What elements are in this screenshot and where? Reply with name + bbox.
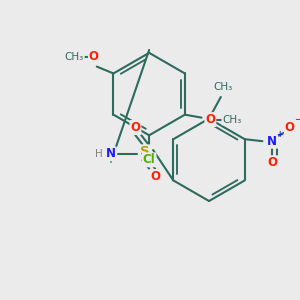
Text: H: H (95, 149, 103, 159)
Text: O: O (285, 121, 295, 134)
Text: Cl: Cl (143, 153, 155, 166)
Text: S: S (140, 146, 150, 158)
Text: O: O (89, 50, 99, 63)
Text: N: N (267, 135, 277, 148)
Text: −: − (294, 115, 300, 124)
Text: O: O (206, 113, 215, 126)
Text: CH₃: CH₃ (213, 82, 233, 92)
Text: O: O (130, 121, 140, 134)
Text: CH₃: CH₃ (222, 115, 242, 124)
Text: +: + (276, 130, 282, 139)
Text: O: O (150, 170, 160, 183)
Text: N: N (106, 147, 116, 161)
Text: O: O (267, 156, 277, 169)
Text: CH₃: CH₃ (64, 52, 84, 62)
